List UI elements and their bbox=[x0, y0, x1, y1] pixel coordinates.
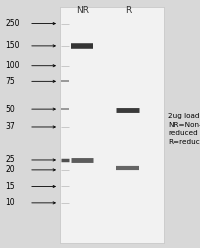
Text: 2ug loading
NR=Non-
reduced
R=reduced: 2ug loading NR=Non- reduced R=reduced bbox=[168, 113, 200, 145]
Text: 50: 50 bbox=[5, 105, 15, 114]
Text: R: R bbox=[125, 6, 131, 15]
Text: 250: 250 bbox=[5, 19, 20, 28]
Text: 20: 20 bbox=[5, 165, 15, 174]
Text: 15: 15 bbox=[5, 182, 15, 191]
Text: 100: 100 bbox=[5, 61, 20, 70]
Text: NR: NR bbox=[76, 6, 90, 15]
Bar bbox=[60, 7, 164, 243]
Text: 25: 25 bbox=[5, 155, 15, 164]
Text: 37: 37 bbox=[5, 123, 15, 131]
Text: 10: 10 bbox=[5, 198, 15, 207]
Text: 75: 75 bbox=[5, 77, 15, 86]
Text: 150: 150 bbox=[5, 41, 20, 50]
